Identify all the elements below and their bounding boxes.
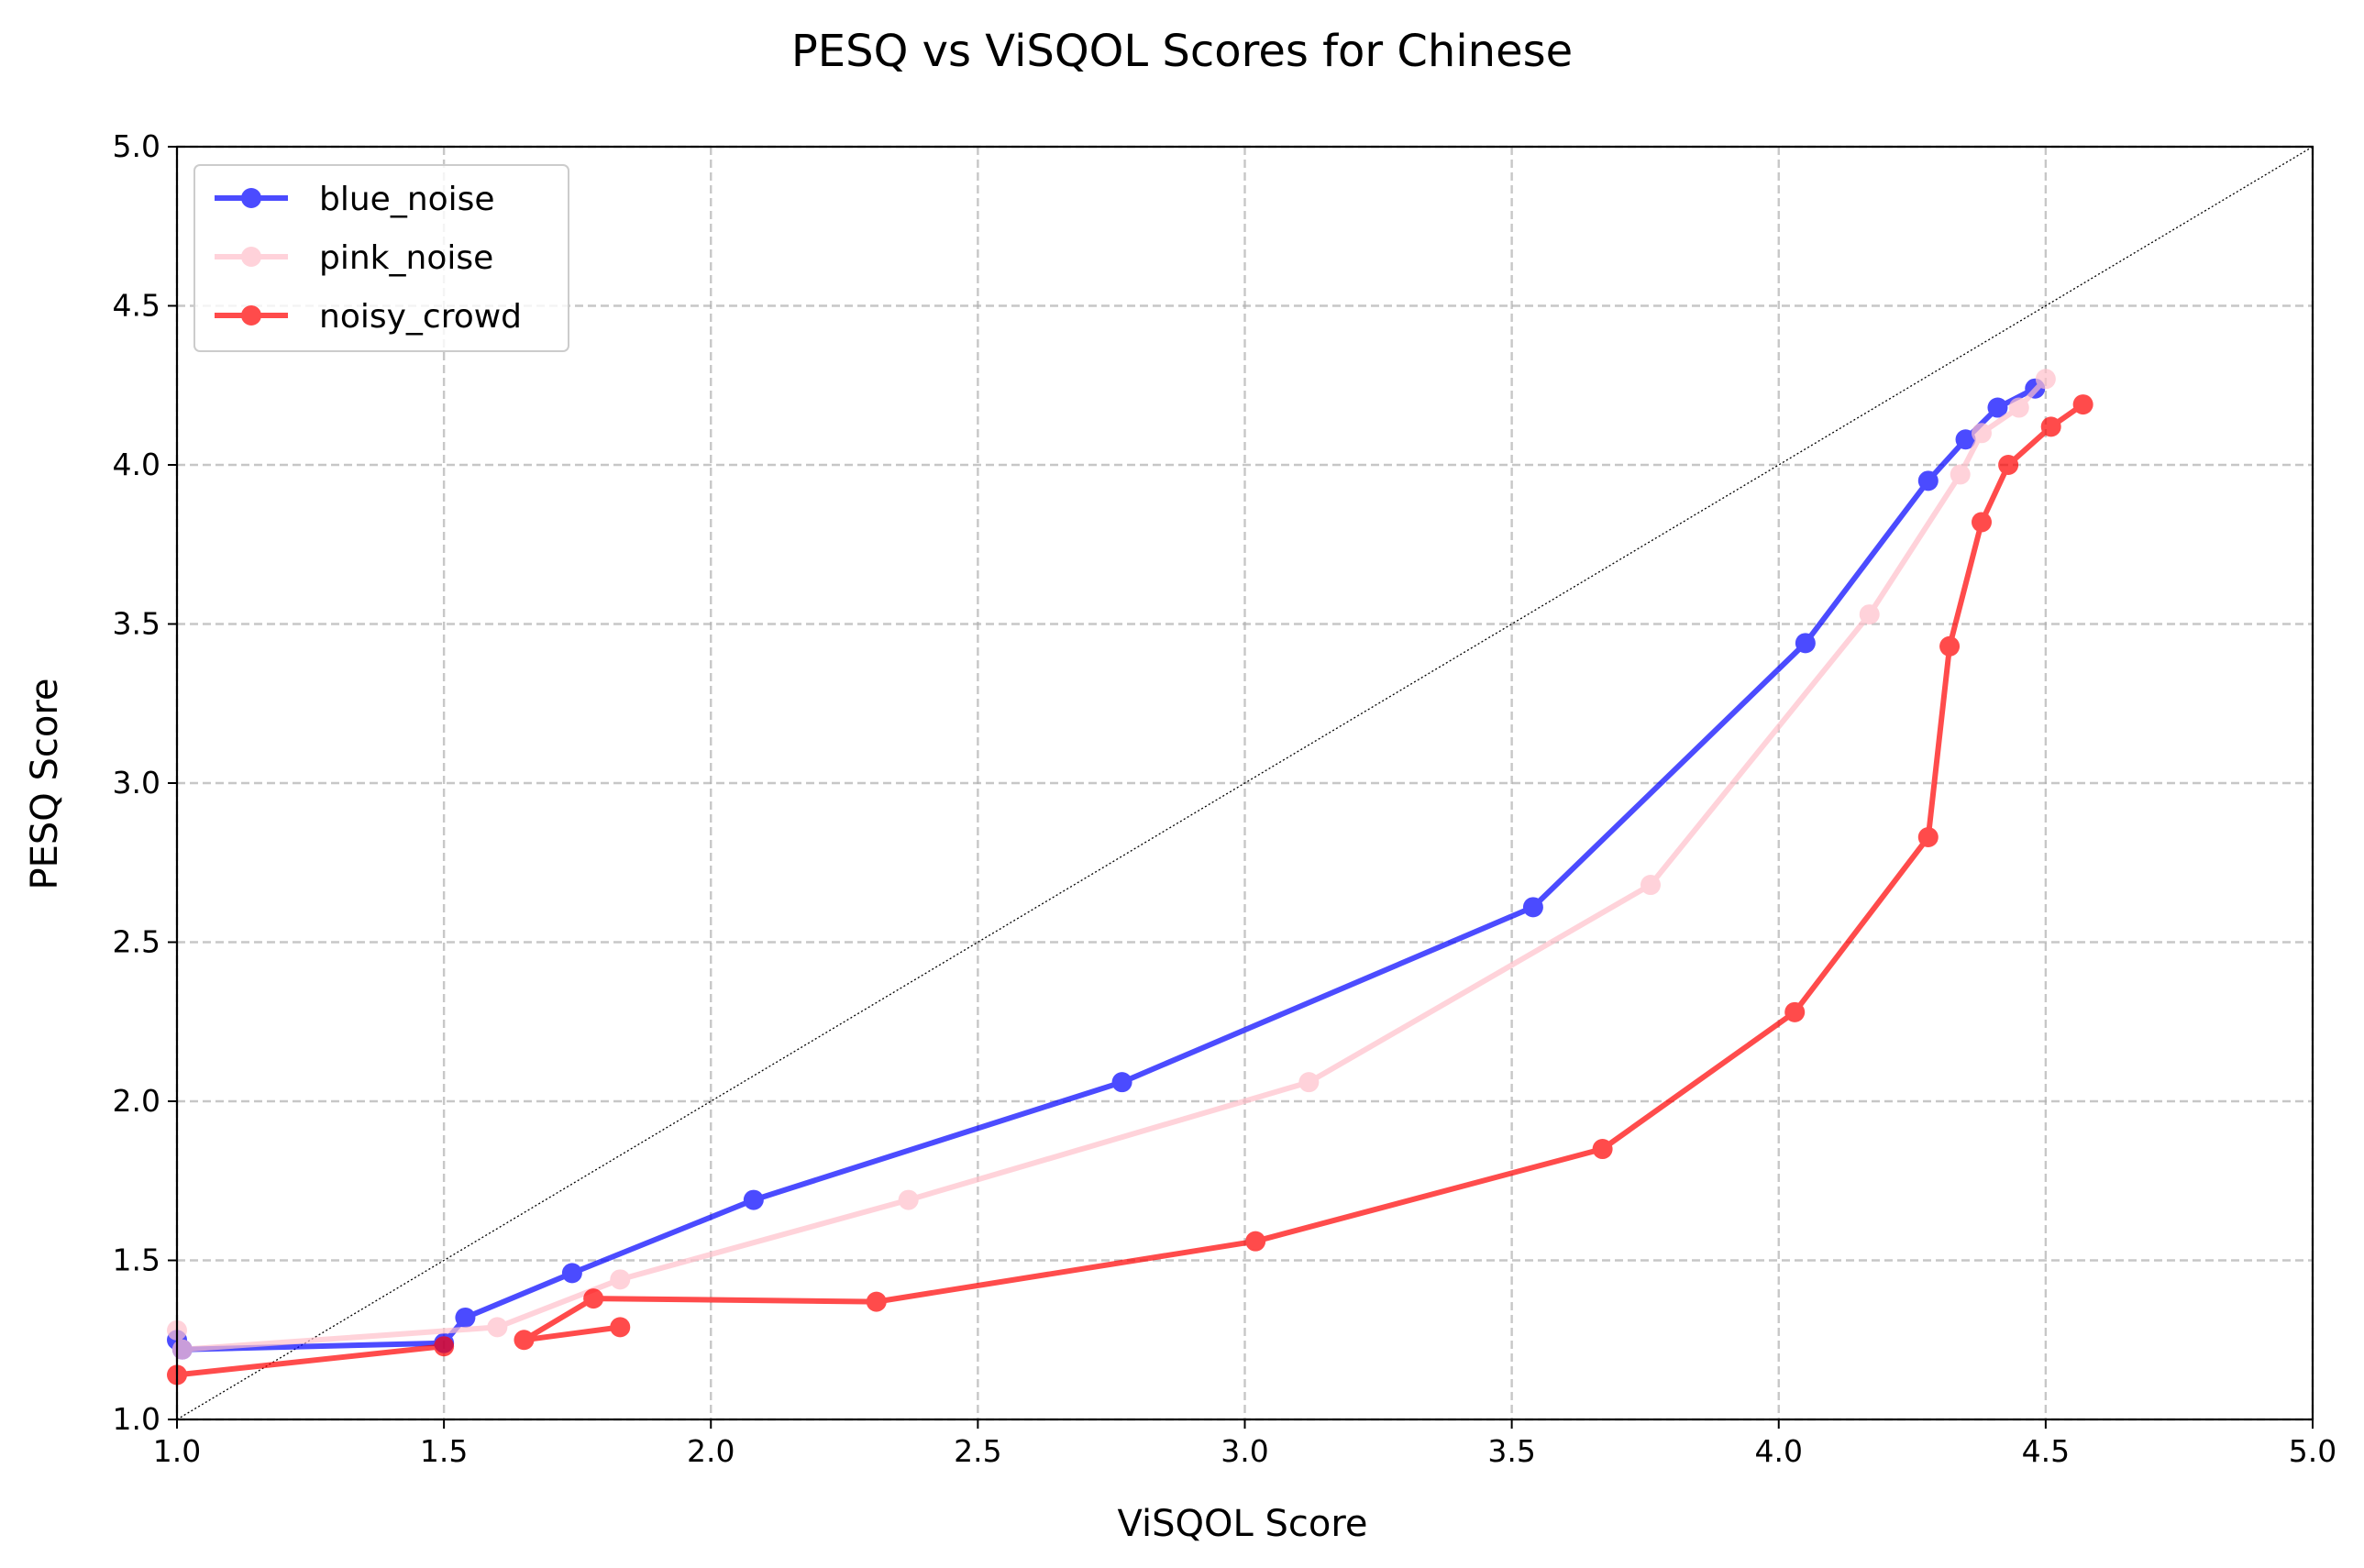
x-tick-label: 2.0 [687,1433,735,1469]
legend-swatch [215,188,288,208]
x-tick-label: 4.0 [1755,1433,1803,1469]
data-point [2035,369,2056,390]
x-tick-label: 3.5 [1487,1433,1535,1469]
x-tick-label: 4.5 [2022,1433,2070,1469]
y-tick-label: 4.5 [113,288,160,324]
data-point [2072,394,2093,415]
y-tick-label: 2.0 [113,1083,160,1119]
series-noisy-crowd [167,394,2093,1386]
data-point [1640,875,1662,896]
data-point [1592,1139,1613,1160]
y-axis: 1.0 1.5 2.0 2.5 3.0 3.5 4.0 4.5 5.0 [113,128,177,1437]
x-tick-label: 2.5 [954,1433,1001,1469]
data-point [1784,1001,1806,1022]
x-axis-label: ViSQOL Score [1118,1503,1368,1545]
legend-marker [241,247,261,267]
series-line-segment [174,1343,447,1378]
data-point [1298,1072,1320,1093]
legend-item-pink-noise: pink_noise [215,239,493,277]
data-point [610,1317,631,1338]
data-point [743,1189,764,1210]
data-point [1972,512,1993,533]
legend-box [193,164,569,352]
legend-marker [241,188,261,208]
legend-marker [241,305,261,326]
data-point [1917,470,1939,491]
data-point [898,1189,919,1210]
data-point [487,1317,508,1338]
reference-diagonal [176,146,2314,1420]
y-tick-label: 2.5 [113,924,160,960]
data-point [1955,429,1976,450]
legend-label: pink_noise [319,239,493,277]
data-point [1522,897,1543,918]
data-point [1917,826,1939,847]
x-tick-label: 5.0 [2289,1433,2336,1469]
data-point [1795,633,1816,654]
data-point [866,1291,887,1312]
y-tick-label: 3.0 [113,765,160,801]
data-point [1245,1231,1266,1252]
data-point [2040,416,2061,437]
data-point [1972,423,1993,444]
y-axis-label: PESQ Score [24,678,66,889]
data-point [1939,635,1961,657]
y-tick-label: 1.5 [113,1242,160,1278]
legend-label: blue_noise [319,181,495,218]
data-point [514,1330,535,1351]
x-tick-label: 1.0 [153,1433,201,1469]
data-point [561,1263,582,1284]
x-tick-label: 1.5 [420,1433,468,1469]
data-point [583,1288,604,1309]
legend-item-noisy-crowd: noisy_crowd [215,298,522,336]
data-point [1950,464,1971,485]
data-point [1998,455,2019,475]
data-point [1987,397,2008,418]
y-tick-label: 5.0 [113,128,160,164]
data-point [2008,397,2029,418]
y-tick-label: 3.5 [113,606,160,642]
chart-title: PESQ vs ViSQOL Scores for Chinese [791,26,1573,77]
legend-swatch [215,247,288,267]
data-point [434,1336,455,1357]
y-tick-label: 1.0 [113,1401,160,1437]
x-tick-label: 3.0 [1221,1433,1268,1469]
legend-label: noisy_crowd [319,298,522,336]
data-point [1859,604,1880,625]
data-point [610,1269,631,1290]
legend-item-blue-noise: blue_noise [215,181,495,218]
x-axis: 1.0 1.5 2.0 2.5 3.0 3.5 4.0 4.5 5.0 [153,1419,2336,1469]
legend-swatch [215,305,288,326]
legend: blue_noise pink_noise noisy_crowd [193,164,569,352]
data-point [1111,1072,1132,1093]
data-point [171,1339,193,1360]
y-tick-label: 4.0 [113,447,160,482]
data-point [455,1307,476,1328]
